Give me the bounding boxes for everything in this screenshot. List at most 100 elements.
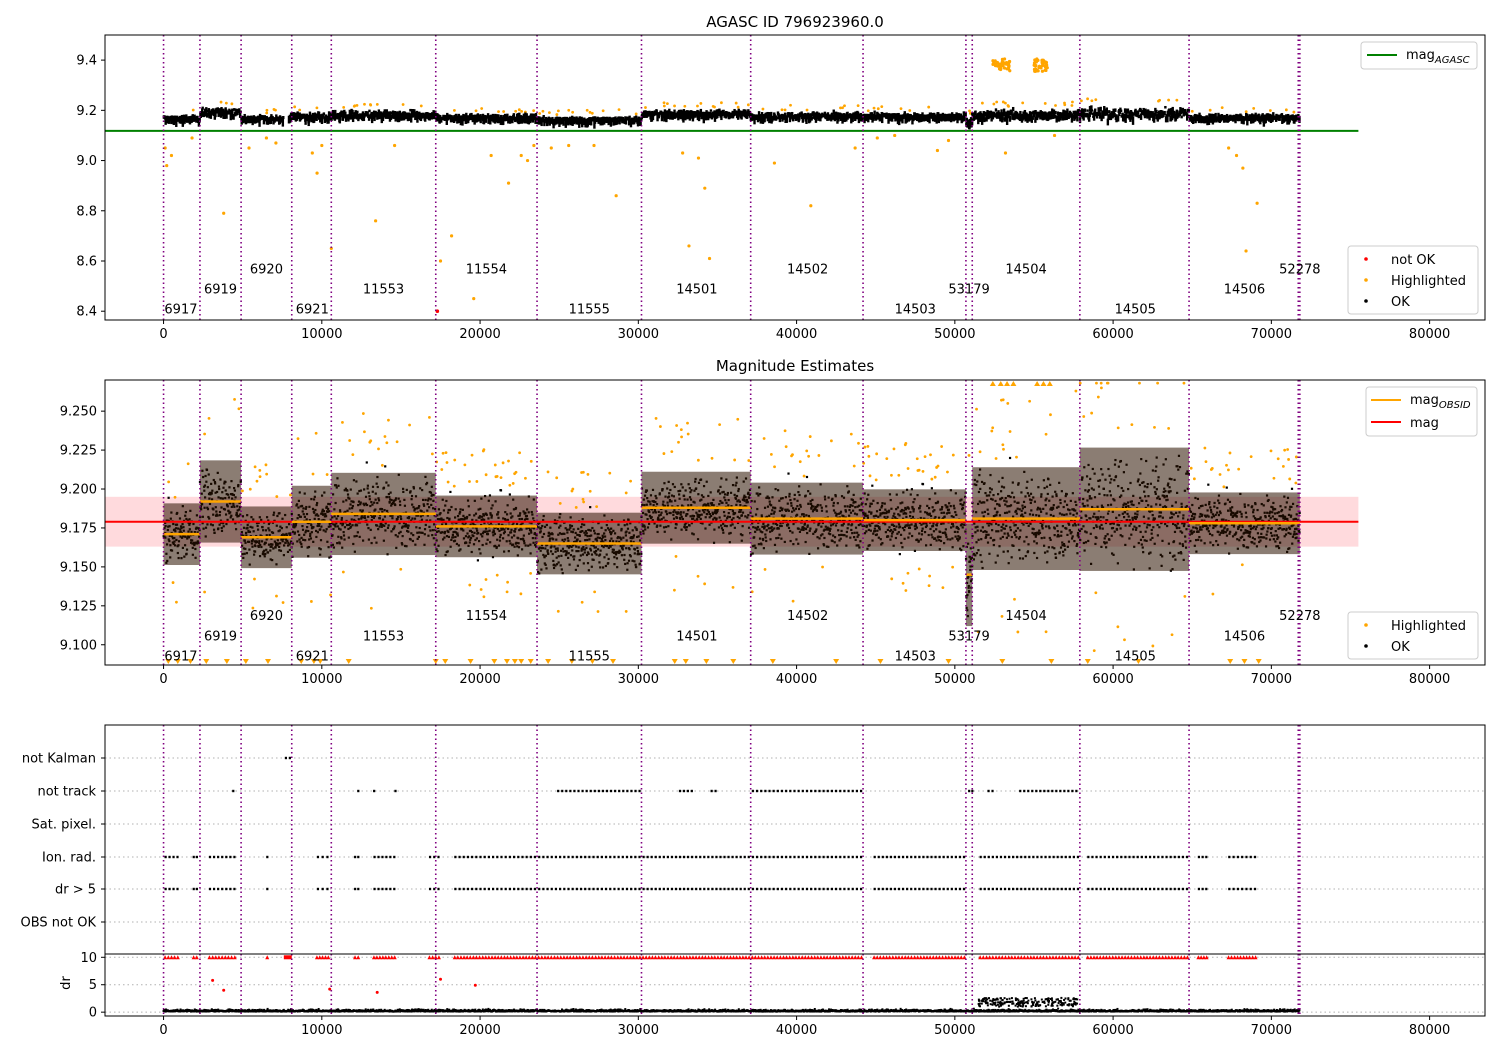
ok-point (438, 115, 441, 124)
highlighted-point (514, 109, 518, 113)
ok-point (1002, 108, 1006, 115)
highlighted-point (353, 104, 357, 108)
highlighted-point (1244, 110, 1248, 114)
highlighted-point (375, 102, 379, 106)
panel1-legend-lower: not OK Highlighted OK (1347, 245, 1479, 315)
highlighted-point (532, 143, 536, 148)
ok-point (538, 118, 541, 125)
obsid-label: 52278 (1279, 263, 1320, 278)
ok-point (263, 115, 266, 119)
ok-point (1018, 115, 1022, 122)
ok-point (964, 111, 967, 117)
ok-point (1163, 110, 1166, 115)
highlighted-point (1001, 100, 1005, 104)
highlighted-point (258, 468, 262, 472)
highlighted-point (713, 105, 716, 109)
ok-point (720, 113, 724, 117)
ok-point (1086, 109, 1089, 112)
ok-point (390, 114, 393, 119)
highlighted-point (264, 136, 269, 140)
highlighted-point (593, 590, 597, 594)
ok-point (1170, 112, 1174, 121)
ok-point (1168, 108, 1171, 117)
highlighted-point (480, 107, 484, 110)
highlighted-point (275, 594, 278, 598)
highlighted-point (703, 582, 707, 586)
highlighted-point (673, 588, 676, 592)
highlighted-point (203, 590, 207, 594)
ok-point (1245, 113, 1249, 120)
highlighted-point (1005, 60, 1009, 65)
ok-point (1071, 114, 1075, 119)
ok-point (713, 113, 717, 122)
ok-point (612, 119, 615, 126)
ok-point (186, 117, 189, 122)
ok-point (1070, 114, 1074, 123)
ok-point (338, 115, 342, 124)
ok-point (1094, 108, 1097, 115)
x-tick-label: 0 (159, 327, 167, 342)
ok-point (1123, 113, 1126, 122)
ok-point (1144, 108, 1147, 116)
highlighted-point (387, 418, 390, 422)
highlighted-point (428, 415, 431, 419)
highlighted-point (843, 104, 846, 108)
ok-point (655, 110, 658, 115)
highlighted-point (673, 104, 676, 108)
ok-point (742, 111, 745, 117)
ok-point (523, 116, 526, 124)
ok-point (333, 113, 337, 121)
highlighted-point (1007, 104, 1010, 108)
ok-point (1180, 115, 1183, 119)
y-tick-label: 8.6 (76, 254, 97, 269)
ok-point (1249, 116, 1253, 124)
highlighted-point (529, 571, 533, 575)
highlighted-point (351, 453, 355, 457)
ok-point (1090, 109, 1094, 112)
highlighted-point (505, 590, 509, 594)
ok-point (206, 109, 209, 113)
ok-point (1007, 113, 1010, 119)
highlighted-point (224, 101, 228, 105)
ok-point (1268, 116, 1271, 122)
obsid-label: 14503 (895, 303, 936, 318)
ok-point (233, 108, 236, 111)
ok-point (664, 112, 667, 116)
ok-point (1005, 113, 1008, 118)
ok-point (998, 112, 1001, 116)
ok-point (996, 111, 999, 119)
ok-point (195, 119, 198, 123)
highlighted-point (219, 100, 223, 104)
ok-point (1278, 115, 1281, 121)
highlighted-point (355, 103, 359, 107)
ok-point (1182, 111, 1185, 117)
highlighted-point (679, 428, 683, 431)
ok-point (1003, 117, 1007, 122)
ok-point (211, 110, 214, 115)
highlighted-point (171, 581, 175, 584)
highlighted-point (265, 108, 269, 112)
highlighted-point (675, 424, 679, 427)
ok-point (1099, 106, 1102, 112)
legend-ok-marker (1364, 299, 1368, 303)
obsid-label: 14504 (1005, 263, 1046, 278)
highlighted-point (255, 479, 259, 483)
highlighted-point (773, 465, 776, 469)
highlighted-point (928, 574, 932, 578)
panel1-legend-upper: magAGASC (1360, 41, 1478, 70)
ok-point (801, 116, 805, 123)
ok-point (449, 490, 452, 494)
highlighted-point (995, 100, 999, 104)
highlighted-point (440, 468, 444, 471)
highlighted-point (581, 497, 585, 501)
highlighted-point (393, 143, 397, 148)
ok-point (592, 116, 595, 120)
ok-point (292, 112, 295, 120)
ok-point (1225, 113, 1229, 118)
ok-point (1136, 110, 1140, 115)
ok-point (351, 109, 354, 115)
ok-point (398, 110, 401, 115)
highlighted-point (588, 110, 592, 114)
highlighted-point (441, 451, 445, 455)
ok-point (275, 114, 278, 120)
